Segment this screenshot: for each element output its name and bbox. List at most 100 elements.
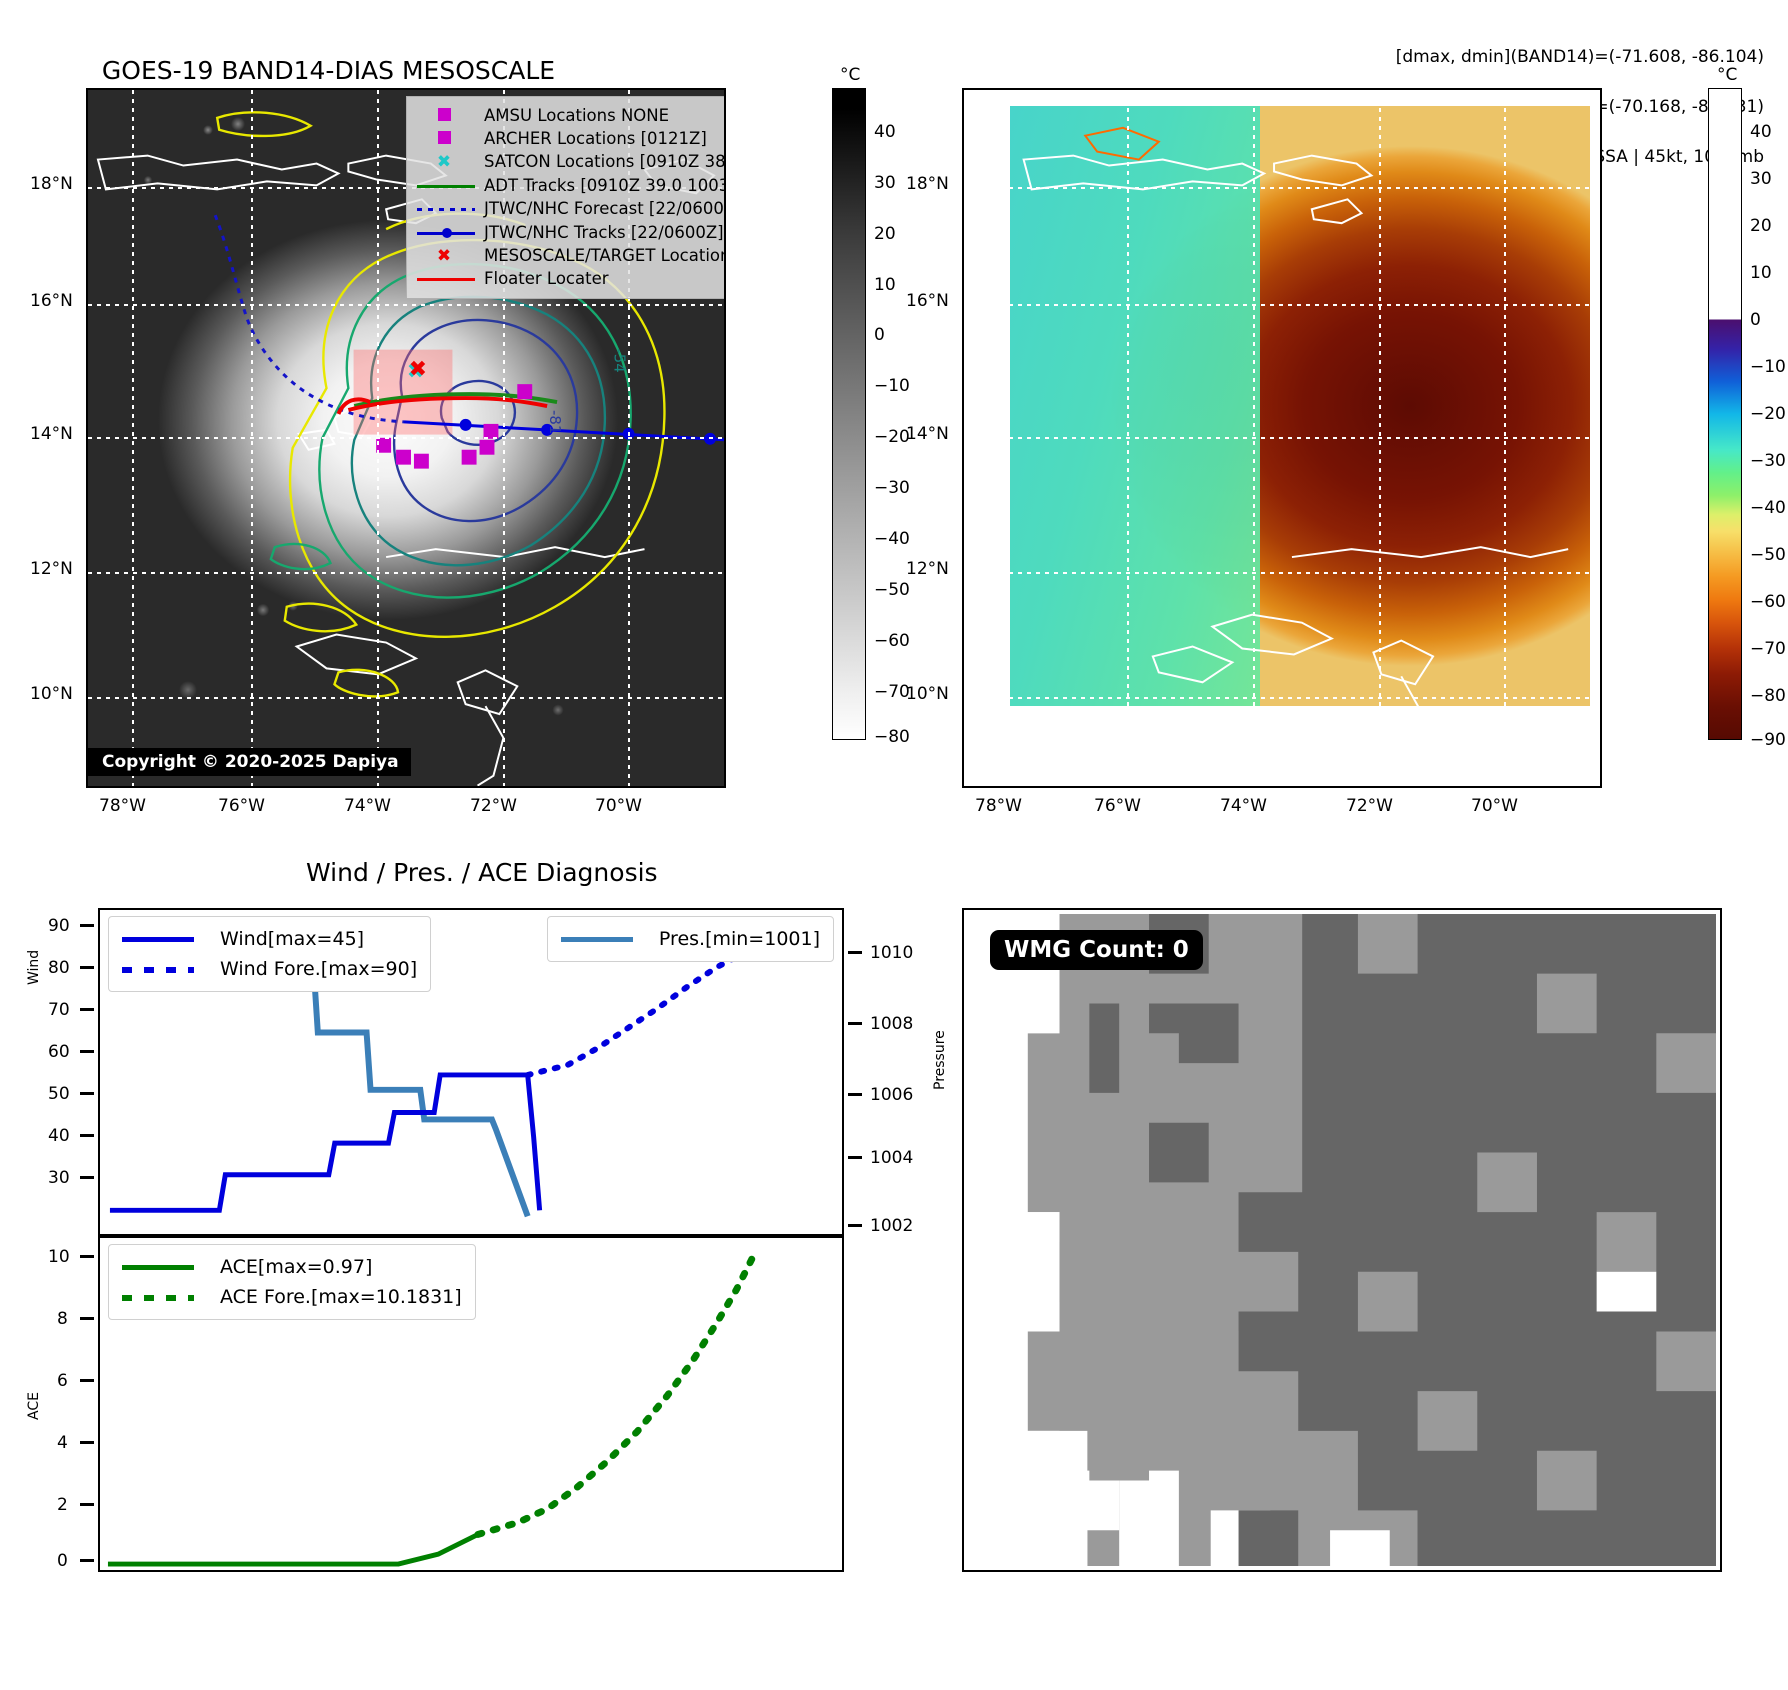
wind-tick-70: 70 (48, 1000, 70, 1020)
blue-dotted-line-icon (414, 198, 484, 221)
awv-colorbar-tick-20: 20 (1750, 216, 1772, 236)
legend-label-satcon: SATCON Locations [0910Z 38 1001] (484, 152, 726, 172)
ir-lat-tick-18N: 18°N (30, 174, 73, 194)
blue-line-with-dot-icon (414, 221, 484, 244)
wind-pressure-chart[interactable]: Wind[max=45] Wind Fore.[max=90] Pres.[mi… (98, 908, 844, 1236)
awv-colorbar-tick-m80: −80 (1750, 686, 1786, 706)
awv-colorbar-tick-m90: −90 (1750, 730, 1786, 750)
awv-cool-region (1010, 106, 1260, 706)
wind-legend-label-wind-forecast: Wind Fore.[max=90] (220, 958, 418, 980)
awv-colorbar-tick-m50: −50 (1750, 545, 1786, 565)
pressure-tick-1006: 1006 (870, 1085, 914, 1105)
contour-label-54: -54 (611, 348, 629, 372)
legend-row-archer[interactable]: ARCHER Locations [0121Z] (414, 127, 724, 150)
green-solid-line-icon (122, 1252, 220, 1282)
pressure-tick-1004: 1004 (870, 1148, 914, 1168)
svg-text:✖: ✖ (409, 357, 427, 382)
legend-label-archer: ARCHER Locations [0121Z] (484, 128, 707, 148)
ir-colorbar-tick-m30: −30 (874, 478, 910, 498)
ir-lon-tick-76W: 76°W (218, 796, 265, 816)
ir-colorbar-tick-m60: −60 (874, 631, 910, 651)
copyright-label: Copyright © 2020-2025 Dapiya (88, 748, 411, 776)
wind-axis-label: Wind (26, 949, 42, 985)
ace-legend-label-ace: ACE[max=0.97] (220, 1256, 373, 1278)
awv-colorbar-tick-m10: −10 (1750, 357, 1786, 377)
awv-colorbar-tick-m30: −30 (1750, 451, 1786, 471)
ir-lat-tick-10N: 10°N (30, 684, 73, 704)
legend-row-adt[interactable]: ADT Tracks [0910Z 39.0 1003.0] (414, 174, 724, 197)
awv-colorbar-tick-40: 40 (1750, 122, 1772, 142)
awv-colorbar-tick-m60: −60 (1750, 592, 1786, 612)
ace-chart[interactable]: ACE[max=0.97] ACE Fore.[max=10.1831] (98, 1236, 844, 1572)
wind-legend-row-wind-forecast[interactable]: Wind Fore.[max=90] (122, 954, 417, 984)
awv-lat-tick-16N: 16°N (906, 291, 949, 311)
ir-colorbar-tick-m10: −10 (874, 376, 910, 396)
ace-legend-row-ace-forecast[interactable]: ACE Fore.[max=10.1831] (122, 1282, 462, 1312)
magenta-square-marker-icon (414, 127, 484, 150)
ir-lon-tick-70W: 70°W (595, 796, 642, 816)
ir-colorbar-tick-40: 40 (874, 122, 896, 142)
legend-label-floater: Floater Locater (484, 269, 609, 289)
ir-colorbar-tick-m20: −20 (874, 427, 910, 447)
ace-tick-8: 8 (57, 1309, 68, 1329)
awv-lon-tick-78W: 78°W (975, 796, 1022, 816)
red-x-marker-icon: ✖ (436, 245, 452, 266)
legend-row-floater[interactable]: Floater Locater (414, 268, 724, 291)
awv-lon-tick-74W: 74°W (1220, 796, 1267, 816)
ace-legend-row-ace[interactable]: ACE[max=0.97] (122, 1252, 462, 1282)
ace-plot (107, 1246, 760, 1567)
awv-lat-tick-12N: 12°N (906, 559, 949, 579)
cyan-x-marker-icon: ✖ (436, 152, 452, 173)
ir-lat-tick-14N: 14°N (30, 424, 73, 444)
ir-colorbar-tick-30: 30 (874, 173, 896, 193)
contour-label-81: -81 (546, 410, 564, 434)
blue-dotted-line-icon (122, 954, 220, 984)
legend-label-jtwc-forecast: JTWC/NHC Forecast [22/0600Z] (484, 199, 726, 219)
ace-axis-label: ACE (26, 1392, 42, 1420)
pressure-legend[interactable]: Pres.[min=1001] (546, 916, 834, 962)
ir-colorbar[interactable] (832, 88, 866, 740)
ir-lon-tick-72W: 72°W (470, 796, 517, 816)
svg-text:✖: ✖ (407, 359, 425, 384)
awv-lon-tick-70W: 70°W (1471, 796, 1518, 816)
ir-mesoscale-panel[interactable]: ✖ ✖ -54 -81 Copyright © 2020-2025 Dapiya… (86, 88, 726, 788)
pressure-legend-row[interactable]: Pres.[min=1001] (560, 924, 820, 954)
ace-tick-4: 4 (57, 1433, 68, 1453)
legend-label-amsu: AMSU Locations NONE (484, 105, 670, 125)
wmg-map: WMG Count: 0 (968, 914, 1716, 1566)
wind-legend[interactable]: Wind[max=45] Wind Fore.[max=90] (108, 916, 432, 992)
legend-row-satcon[interactable]: ✖ SATCON Locations [0910Z 38 1001] (414, 151, 726, 174)
ir-colorbar-title: °C (840, 65, 861, 85)
legend-row-mesoscale[interactable]: ✖ MESOSCALE/TARGET Location (414, 244, 726, 267)
awv-colorbar[interactable] (1708, 88, 1742, 740)
ir-colorbar-tick-m70: −70 (874, 682, 910, 702)
legend-row-jtwc-forecast[interactable]: JTWC/NHC Forecast [22/0600Z] (414, 198, 726, 221)
wind-tick-50: 50 (48, 1084, 70, 1104)
ace-tick-0: 0 (57, 1551, 68, 1571)
legend-label-mesoscale: MESOSCALE/TARGET Location (484, 245, 726, 265)
awv-lat-tick-10N: 10°N (906, 684, 949, 704)
green-dotted-line-icon (122, 1282, 220, 1312)
legend-row-jtwc-tracks[interactable]: JTWC/NHC Tracks [22/0600Z] (414, 221, 724, 244)
wind-legend-row-wind[interactable]: Wind[max=45] (122, 924, 417, 954)
ir-colorbar-tick-m80: −80 (874, 727, 910, 747)
ir-lat-tick-16N: 16°N (30, 291, 73, 311)
awv-panel[interactable] (962, 88, 1602, 788)
ir-lat-tick-12N: 12°N (30, 559, 73, 579)
coastline-and-contour-overlay: ✖ ✖ -54 -81 (96, 111, 724, 786)
blue-solid-line-icon (122, 924, 220, 954)
map-legend[interactable]: AMSU Locations NONE ARCHER Locations [01… (406, 96, 726, 300)
header-info-band14: [dmax, dmin](BAND14)=(-71.608, -86.104) (1395, 47, 1764, 67)
ace-tick-10: 10 (48, 1247, 70, 1267)
legend-row-amsu[interactable]: AMSU Locations NONE (414, 104, 724, 127)
wmg-panel[interactable]: WMG Count: 0 (962, 908, 1722, 1572)
wind-tick-80: 80 (48, 958, 70, 978)
diagnosis-title: Wind / Pres. / ACE Diagnosis (306, 858, 658, 887)
legend-label-jtwc-tracks: JTWC/NHC Tracks [22/0600Z] (484, 222, 724, 242)
awv-colorbar-tick-m70: −70 (1750, 639, 1786, 659)
awv-colorbar-tick-30: 30 (1750, 169, 1772, 189)
ace-legend[interactable]: ACE[max=0.97] ACE Fore.[max=10.1831] (108, 1244, 476, 1320)
awv-lon-tick-76W: 76°W (1094, 796, 1141, 816)
ir-colorbar-tick-m50: −50 (874, 580, 910, 600)
awv-coastline-overlay (1022, 126, 1569, 767)
